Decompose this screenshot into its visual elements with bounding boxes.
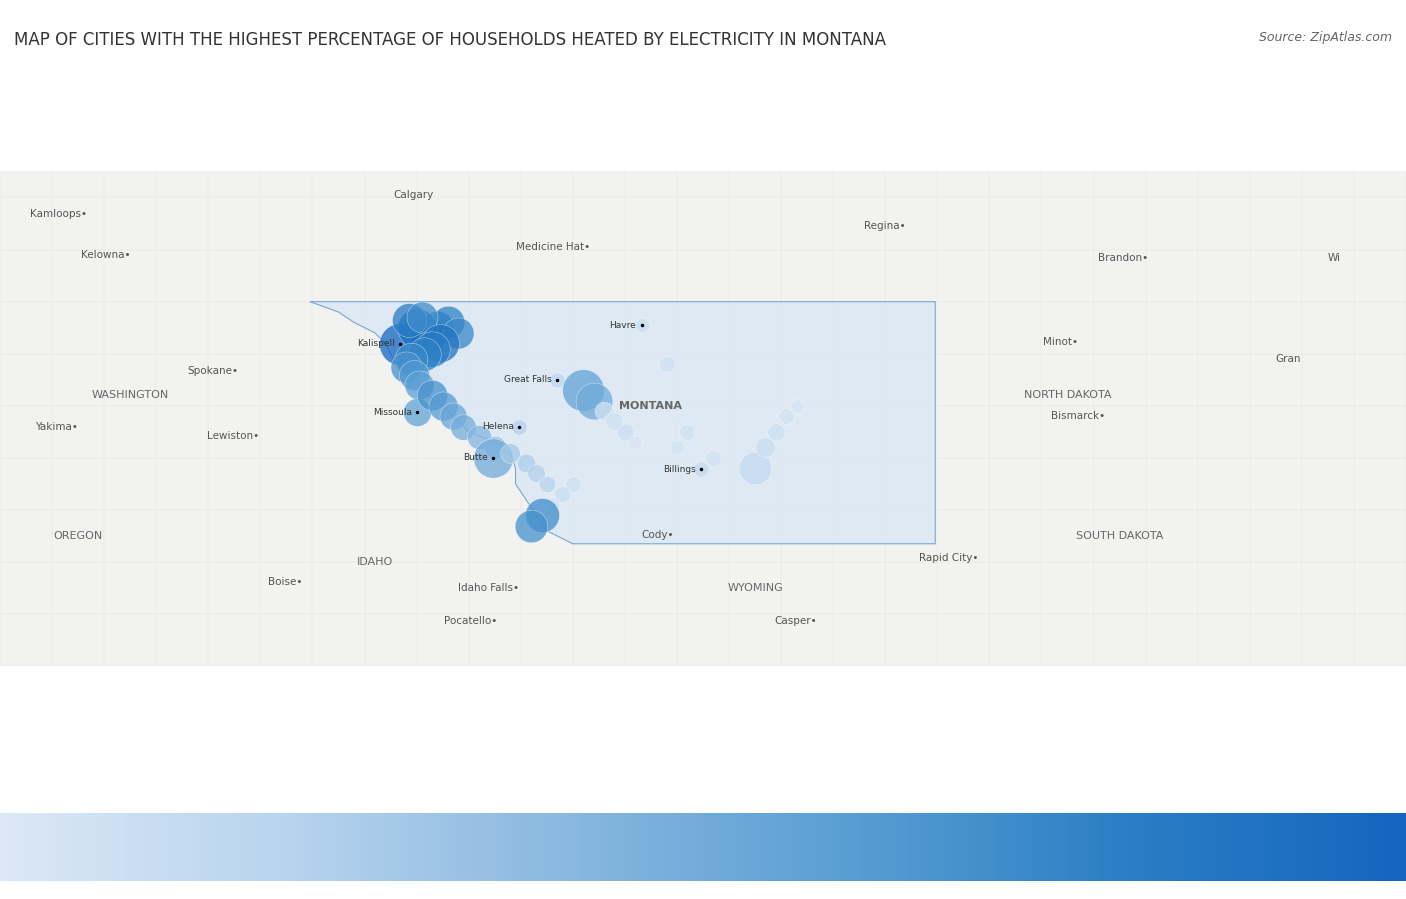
Text: Butte: Butte (463, 453, 488, 462)
Point (432, 398, 454, 413)
Text: WYOMING: WYOMING (727, 583, 783, 593)
Text: OREGON: OREGON (53, 531, 103, 541)
Point (765, 424, 787, 439)
Text: MONTANA: MONTANA (620, 401, 682, 411)
Point (499, 446, 522, 460)
Point (676, 424, 699, 439)
Point (484, 441, 506, 455)
Point (453, 420, 475, 434)
Point (603, 414, 626, 429)
Text: NORTH DAKOTA: NORTH DAKOTA (1024, 390, 1111, 400)
Text: Havre: Havre (610, 321, 637, 330)
Point (775, 409, 797, 423)
Point (702, 450, 724, 465)
Point (624, 435, 647, 450)
Text: Great Falls: Great Falls (505, 375, 553, 384)
Point (515, 456, 537, 470)
Text: Cody•: Cody• (641, 530, 673, 539)
Point (401, 352, 423, 366)
Point (536, 476, 558, 491)
Point (524, 467, 547, 481)
Point (426, 320, 449, 334)
Text: Medicine Hat•: Medicine Hat• (516, 243, 589, 253)
Text: Source: ZipAtlas.com: Source: ZipAtlas.com (1258, 31, 1392, 44)
Text: Missoula: Missoula (373, 408, 412, 417)
Text: MAP OF CITIES WITH THE HIGHEST PERCENTAGE OF HOUSEHOLDS HEATED BY ELECTRICITY IN: MAP OF CITIES WITH THE HIGHEST PERCENTAG… (14, 31, 886, 49)
Point (482, 450, 505, 465)
Point (389, 336, 412, 351)
Text: SOUTH DAKOTA: SOUTH DAKOTA (1076, 531, 1163, 541)
Point (413, 346, 436, 360)
Point (447, 325, 470, 340)
Point (630, 318, 652, 333)
Point (408, 378, 430, 392)
Text: Kelowna•: Kelowna• (82, 251, 131, 261)
Text: WASHINGTON: WASHINGTON (91, 390, 169, 400)
Text: Billings: Billings (664, 465, 696, 474)
Point (613, 424, 636, 439)
Text: Wi: Wi (1327, 253, 1341, 263)
Point (520, 519, 543, 533)
Point (551, 487, 574, 502)
Point (593, 404, 616, 418)
Point (655, 357, 678, 371)
Point (530, 508, 553, 522)
Text: Rapid City•: Rapid City• (918, 553, 979, 563)
Text: Idaho Falls•: Idaho Falls• (458, 583, 519, 593)
Point (508, 420, 530, 434)
Point (398, 313, 420, 327)
Text: Casper•: Casper• (775, 616, 817, 626)
Text: Bismarck•: Bismarck• (1050, 411, 1105, 421)
Text: Gran: Gran (1275, 354, 1302, 364)
Point (420, 388, 443, 403)
Point (405, 320, 427, 334)
Text: Minot•: Minot• (1043, 336, 1078, 347)
Point (690, 462, 713, 476)
Point (744, 461, 766, 476)
Point (441, 409, 464, 423)
Point (754, 441, 776, 455)
Point (561, 476, 583, 491)
Point (406, 405, 429, 420)
Point (420, 342, 443, 356)
Text: Spokane•: Spokane• (187, 367, 238, 377)
Point (546, 372, 568, 387)
Polygon shape (309, 302, 935, 544)
Point (786, 398, 808, 413)
Text: Regina•: Regina• (863, 221, 905, 231)
Point (665, 441, 688, 455)
Text: Yakima•: Yakima• (35, 422, 77, 432)
Text: Lewiston•: Lewiston• (207, 432, 260, 441)
Point (402, 368, 425, 382)
Point (541, 497, 564, 512)
Text: Kalispell: Kalispell (357, 339, 395, 348)
Text: Brandon•: Brandon• (1098, 253, 1149, 263)
Point (572, 383, 595, 397)
Point (411, 310, 433, 325)
Point (582, 394, 605, 408)
Text: Calgary: Calgary (394, 191, 433, 200)
Text: Helena: Helena (482, 423, 515, 432)
Point (437, 316, 460, 330)
Point (429, 336, 451, 351)
Point (395, 360, 418, 374)
Point (416, 328, 439, 343)
Text: Boise•: Boise• (267, 577, 302, 587)
Point (468, 430, 491, 444)
Text: IDAHO: IDAHO (357, 557, 394, 567)
Text: Kamloops•: Kamloops• (31, 209, 87, 219)
Text: Pocatello•: Pocatello• (444, 616, 498, 626)
